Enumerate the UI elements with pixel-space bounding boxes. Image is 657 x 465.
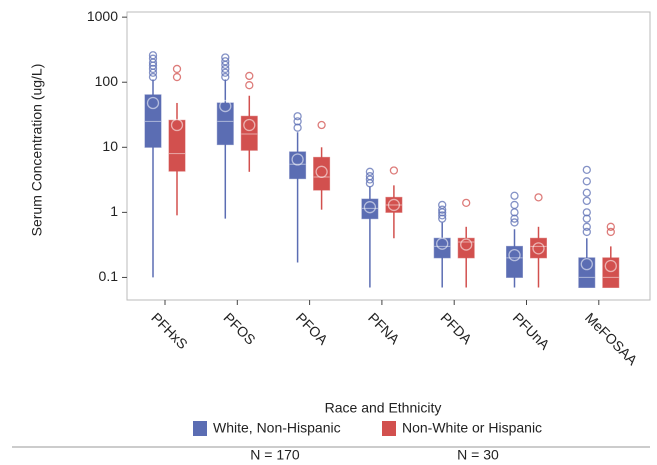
mean (604, 259, 617, 273)
outlier (148, 64, 158, 74)
legend-swatch (382, 421, 396, 436)
mean (580, 258, 593, 271)
outlier (582, 222, 591, 231)
mean (508, 249, 521, 262)
mean (363, 201, 377, 214)
outlier (510, 214, 519, 223)
outlier (221, 64, 230, 74)
x-tick-label: PFNA (365, 309, 403, 347)
outlier (510, 218, 519, 227)
outlier (221, 72, 230, 82)
outlier (148, 54, 158, 63)
legend-title: Race and Ethnicity (325, 400, 442, 416)
outlier (148, 51, 158, 60)
outlier (172, 72, 182, 82)
mean (146, 96, 160, 110)
outlier (221, 68, 230, 77)
y-tick-label: 0.1 (99, 268, 119, 284)
y-tick-label: 100 (95, 73, 119, 89)
mean (219, 99, 232, 113)
outlier (606, 227, 615, 237)
mean (387, 198, 401, 212)
sample-size: N = 30 (457, 447, 499, 463)
outlier (534, 193, 543, 202)
legend-label: White, Non-Hispanic (213, 420, 341, 436)
x-tick-label: PFDA (437, 309, 475, 347)
x-tick-label: PFHxS (148, 309, 191, 352)
outlier (148, 72, 158, 82)
outlier (293, 117, 302, 126)
outlier (582, 177, 591, 186)
outlier (438, 214, 447, 223)
x-tick-label: PFOA (293, 309, 332, 348)
outlier (582, 227, 591, 237)
outlier (582, 208, 591, 217)
mean (460, 238, 473, 251)
outlier (606, 222, 615, 231)
legend-label: Non-White or Hispanic (402, 420, 542, 436)
outlier (365, 167, 375, 176)
mean (291, 153, 304, 166)
y-axis-label: Serum Concentration (ug/L) (29, 64, 45, 237)
outlier (582, 196, 591, 206)
legend-swatch (193, 421, 207, 436)
outlier (510, 200, 519, 210)
box (457, 237, 475, 259)
mean (532, 242, 545, 255)
mean (315, 165, 328, 178)
outlier (582, 214, 591, 223)
box (578, 257, 596, 289)
mean (436, 237, 449, 250)
outlier (317, 120, 326, 130)
outlier (365, 172, 375, 181)
mean (170, 118, 184, 132)
outlier (293, 123, 302, 132)
outlier (389, 166, 399, 175)
outlier (582, 165, 591, 175)
box (602, 257, 620, 289)
outlier (510, 191, 519, 200)
plot-frame (126, 11, 651, 301)
y-tick-label: 1000 (87, 8, 118, 24)
outlier (221, 57, 230, 66)
box (168, 119, 186, 172)
outlier (245, 71, 254, 81)
outlier (438, 205, 447, 214)
sample-size: N = 170 (250, 447, 300, 463)
x-tick-label: MeFOSAA (582, 309, 641, 368)
box (313, 156, 331, 191)
box (240, 115, 258, 151)
mean (243, 118, 256, 132)
outlier (172, 64, 182, 74)
outlier (365, 175, 375, 184)
x-tick-label: PFOS (221, 309, 259, 347)
outlier (582, 188, 591, 197)
outlier (293, 112, 302, 121)
x-tick-label: PFUnA (510, 309, 554, 353)
outlier (438, 200, 447, 210)
outlier (438, 211, 447, 220)
y-tick-label: 10 (102, 138, 118, 154)
box (506, 245, 523, 278)
outlier (245, 81, 254, 90)
outlier (221, 53, 230, 62)
y-tick-label: 1 (110, 203, 118, 219)
outlier (462, 198, 471, 208)
box (216, 102, 234, 146)
